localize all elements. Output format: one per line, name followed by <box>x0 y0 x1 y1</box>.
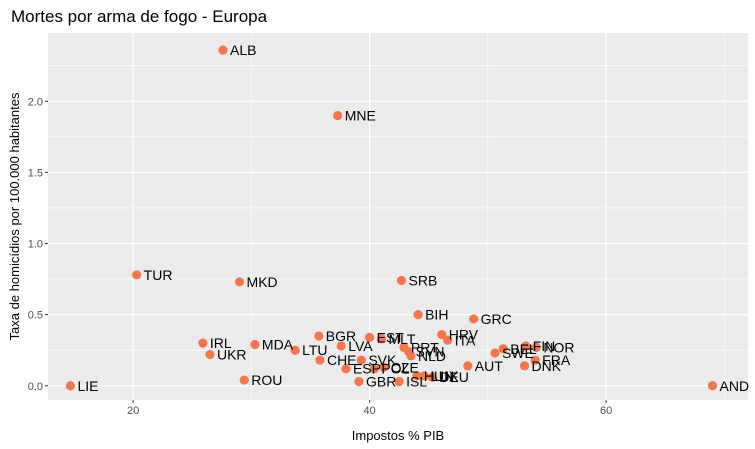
y-tick-label: 1.0 <box>28 239 43 251</box>
data-point-mkd <box>234 277 245 287</box>
point-label-alb: ALB <box>230 42 256 58</box>
point-label-mne: MNE <box>345 108 376 124</box>
data-point-est <box>365 332 375 343</box>
y-tick-label: 0.5 <box>28 310 43 322</box>
data-point-nor <box>531 342 541 352</box>
data-point-lva <box>336 341 346 351</box>
point-label-tur: TUR <box>144 267 173 283</box>
data-point-lux <box>419 371 429 381</box>
data-point-grc <box>469 314 479 324</box>
data-point-isl <box>394 376 404 387</box>
y-axis-title: Taxa de homicídios por 100.000 habitante… <box>7 92 22 340</box>
data-point-nld <box>406 351 416 361</box>
point-label-irl: IRL <box>210 335 232 351</box>
y-tick-label: 1.5 <box>28 167 43 179</box>
point-label-cze: CZE <box>391 359 419 375</box>
point-label-hrv: HRV <box>449 327 479 343</box>
data-point-alb <box>218 45 228 55</box>
data-point-gbr <box>354 376 364 387</box>
y-tick-label: 0.0 <box>28 381 43 393</box>
data-point-fra <box>530 355 540 365</box>
point-label-grc: GRC <box>481 311 512 327</box>
point-label-ita: ITA <box>455 332 476 348</box>
point-label-nld: NLD <box>418 348 446 364</box>
point-label-mkd: MKD <box>247 274 278 290</box>
point-label-svk: SVK <box>368 352 397 368</box>
point-label-ltu: LTU <box>302 342 327 358</box>
data-point-cze <box>379 362 389 372</box>
point-label-fra: FRA <box>542 352 571 368</box>
data-point-mne <box>333 110 343 121</box>
grid-lines <box>48 33 748 400</box>
data-point-deu <box>427 372 437 382</box>
data-point-rou <box>239 375 249 385</box>
data-point-and <box>707 381 718 391</box>
point-label-deu: DEU <box>439 369 469 385</box>
x-axis-title: Impostos % PIB <box>352 428 444 443</box>
point-label-lie: LIE <box>77 378 98 394</box>
data-point-pol <box>369 364 379 374</box>
point-label-gbr: GBR <box>366 374 396 390</box>
y-tick-label: 2.0 <box>28 96 43 108</box>
point-label-dnk: DNK <box>532 358 562 374</box>
data-point-hrv <box>437 329 447 340</box>
data-point-dnk <box>519 361 530 371</box>
point-label-aut: AUT <box>475 358 503 374</box>
data-point-bel <box>498 344 508 354</box>
point-label-srb: SRB <box>409 273 438 289</box>
data-point-mlt <box>376 334 387 344</box>
point-label-bel: BEL <box>510 341 537 357</box>
x-axis-ticks: 20 40 60 <box>127 400 612 417</box>
data-points <box>65 45 718 391</box>
data-point-bgr <box>314 331 324 341</box>
point-label-esp: ESP <box>353 361 381 377</box>
data-point-lie <box>65 381 76 391</box>
data-point-mda <box>250 339 260 350</box>
point-label-mda: MDA <box>262 337 294 353</box>
point-label-fin: FIN <box>533 338 556 354</box>
point-label-bih: BIH <box>425 307 448 323</box>
data-point-aut <box>463 361 473 371</box>
data-point-ukr <box>205 349 215 360</box>
point-label-lux: LUX <box>431 368 459 384</box>
data-point-irl <box>198 338 208 348</box>
data-point-hun <box>412 371 422 381</box>
data-point-tur <box>132 270 142 280</box>
point-label-bgr: BGR <box>326 328 356 344</box>
data-point-swe <box>490 348 500 358</box>
point-label-pol: POL <box>381 361 409 377</box>
point-label-est: EST <box>377 329 405 345</box>
y-axis-ticks: 0.0 0.5 1.0 1.5 2.0 <box>28 96 48 393</box>
point-label-mlt: MLT <box>388 331 415 347</box>
data-point-esp <box>341 364 351 374</box>
point-label-svn: SVN <box>416 344 445 360</box>
data-point-ita <box>443 335 453 345</box>
point-label-swe: SWE <box>502 345 534 361</box>
data-point-ltu <box>290 345 300 355</box>
point-label-ukr: UKR <box>217 346 247 362</box>
x-tick-label: 40 <box>363 405 375 417</box>
point-label-and: AND <box>720 378 750 394</box>
point-label-lva: LVA <box>348 338 373 354</box>
data-point-srb <box>396 275 407 286</box>
chart-title: Mortes por arma de fogo - Europa <box>11 7 268 26</box>
point-label-rou: ROU <box>251 372 282 388</box>
data-point-svk <box>356 355 366 365</box>
point-label-isl: ISL <box>406 374 427 390</box>
data-point-bih <box>413 310 423 320</box>
data-point-fin <box>521 341 531 351</box>
point-label-hun: HUN <box>424 368 454 384</box>
point-label-nor: NOR <box>543 339 574 355</box>
point-label-prt: PRT <box>411 339 439 355</box>
x-tick-label: 20 <box>127 405 139 417</box>
point-label-che: CHE <box>327 352 357 368</box>
plot-panel <box>48 33 748 400</box>
x-tick-label: 60 <box>600 405 612 417</box>
data-point-che <box>315 355 325 365</box>
